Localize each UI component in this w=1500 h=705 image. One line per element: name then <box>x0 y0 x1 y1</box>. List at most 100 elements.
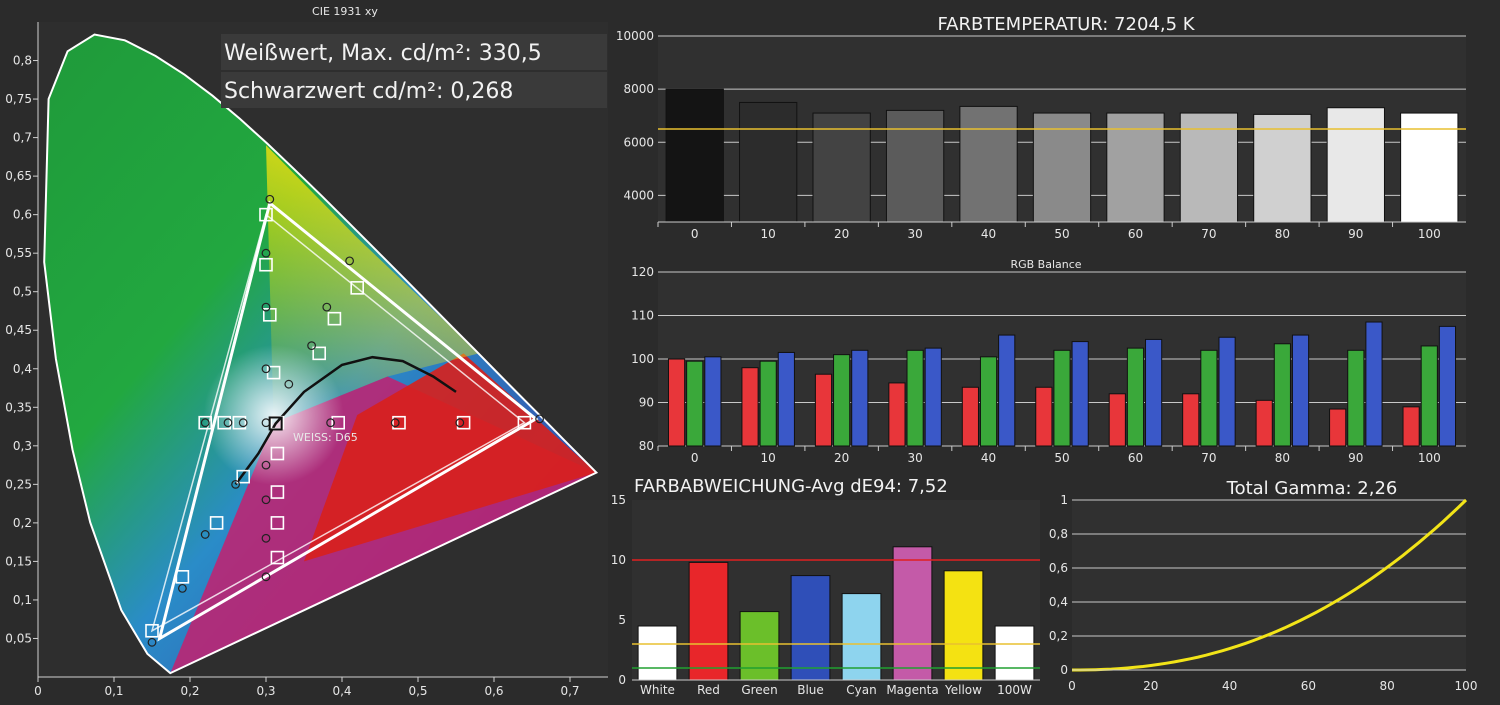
white-label-box <box>221 34 607 70</box>
rgb-x-tick-label: 40 <box>981 451 996 465</box>
cie-y-tick-label: 0,4 <box>13 362 32 376</box>
rgb-bar <box>906 349 924 447</box>
cie-axes: 0 0,1 0,2 0,3 0,4 0,5 0,6 0,7 0,05 0,1 0,15 0,2 0,25… <box>5 22 608 698</box>
cct-x-tick-label: 80 <box>1275 227 1290 241</box>
gamma-x-tick-label: 20 <box>1143 679 1158 693</box>
rgb-bar <box>1365 321 1383 447</box>
de-y-tick-label: 0 <box>618 673 626 687</box>
de-bar <box>994 625 1035 681</box>
target-point <box>198 415 212 430</box>
target-point <box>270 446 285 461</box>
rgb-x-tick-label: 100 <box>1418 451 1441 465</box>
measured-point <box>261 495 271 505</box>
cct-x-tick-label: 70 <box>1201 227 1216 241</box>
measured-point <box>261 460 271 470</box>
rgb-x-tick-label: 0 <box>691 451 699 465</box>
measured-point <box>261 572 271 582</box>
rgb-bar <box>1145 338 1163 447</box>
cct-bar <box>1400 112 1459 223</box>
measured-point <box>345 256 355 266</box>
cie-y-tick-label: 0,2 <box>13 516 32 530</box>
de-title: FARBABWEICHUNG-Avg dE94: 7,52 <box>634 476 948 497</box>
planckian-locus <box>234 355 457 486</box>
de-bar <box>892 546 933 681</box>
cie-x-tick-label: 0,5 <box>408 684 427 698</box>
target-point <box>270 516 285 530</box>
rgb-bar <box>686 360 704 447</box>
de-bar <box>790 575 831 681</box>
rgb-y-tick-label: 80 <box>639 439 654 453</box>
gamma-x-tick-label: 0 <box>1068 679 1076 693</box>
rgb-balance-chart: RGB Balance 80 90 100 110 120 0 10 20 30 40 50 60 70… <box>631 258 1466 465</box>
color-temperature-chart: FARBTEMPERATUR: 7204,5 K 400060008000100… <box>616 10 1466 241</box>
rgb-bar <box>1329 408 1347 447</box>
gamma-y-tick-label: 0,2 <box>1049 629 1068 643</box>
gamma-y-tick-label: 0,4 <box>1049 595 1068 609</box>
cie-spectral-locus <box>43 33 599 675</box>
target-point <box>312 346 327 361</box>
measured-point <box>261 533 271 543</box>
cct-y-tick-label: 8000 <box>623 82 654 96</box>
rgb-bar <box>667 358 686 447</box>
rgb-bar <box>1218 336 1236 447</box>
whitepoint-marker <box>268 416 283 431</box>
de-y-tick-label: 5 <box>618 613 626 627</box>
de-plot: 0 5 10 15 White Red Green Blue Cyan Magenta Yellow… <box>611 493 1040 697</box>
cie-x-tick-label: 0 <box>34 684 42 698</box>
de-y-tick-label: 10 <box>611 553 626 567</box>
measured-point <box>177 583 187 593</box>
rgb-bar <box>1255 399 1273 447</box>
measured-point <box>238 418 248 428</box>
gamma-x-tick-label: 100 <box>1455 679 1478 693</box>
measured-point <box>265 194 275 204</box>
rgb-bar <box>961 386 979 447</box>
cie-y-tick-label: 0,1 <box>13 593 32 607</box>
target-point <box>175 570 190 584</box>
target-point <box>327 311 342 326</box>
cie-locus-outline <box>43 33 599 675</box>
rgb-x-tick-label: 10 <box>761 451 776 465</box>
rgb-bar <box>777 351 795 447</box>
rgb-y-tick-label: 120 <box>631 265 654 279</box>
cct-bar <box>1326 107 1385 223</box>
gamma-plot: 0 0,2 0,4 0,6 0,8 1 0 20 40 60 80 100 <box>1049 493 1478 693</box>
gamma-y-tick-label: 1 <box>1060 493 1068 507</box>
rgb-bar <box>1200 349 1218 447</box>
rgb-x-tick-label: 20 <box>834 451 849 465</box>
cct-bar <box>739 101 798 223</box>
de-bar <box>688 561 729 681</box>
gamma-y-tick-label: 0,6 <box>1049 561 1068 575</box>
gamma-chart: Total Gamma: 2,26 0 0,2 0,4 0,6 0,8 1 0 20 40 60 8… <box>1049 478 1478 693</box>
cie-y-tick-label: 0,25 <box>5 477 32 491</box>
cie-x-tick-label: 0,2 <box>180 684 199 698</box>
cie-white-glow <box>203 345 344 485</box>
rgb-bar <box>833 354 851 447</box>
de-x-tick-label: Red <box>697 683 720 697</box>
cie-y-tick-label: 0,15 <box>5 554 32 568</box>
de-x-tick-label: Magenta <box>886 683 938 697</box>
cie-y-tick-label: 0,5 <box>13 285 32 299</box>
rgb-bar <box>924 347 942 447</box>
cct-x-tick-label: 50 <box>1054 227 1069 241</box>
rgb-bar <box>1438 325 1457 447</box>
measured-point <box>261 248 271 258</box>
cie-measurement-points <box>145 194 544 647</box>
de-x-tick-label: Cyan <box>846 683 876 697</box>
cie-y-tick-label: 0,35 <box>5 400 32 414</box>
cct-title: FARBTEMPERATUR: 7204,5 K <box>937 14 1195 35</box>
color-deviation-chart: FARBABWEICHUNG-Avg dE94: 7,52 0 5 10 15 Whit… <box>611 476 1040 697</box>
cie-y-tick-label: 0,75 <box>5 92 32 106</box>
gamma-panel <box>1072 500 1466 670</box>
target-point <box>331 415 346 430</box>
measured-point <box>231 479 241 489</box>
target-point <box>392 415 406 430</box>
rgb-y-tick-label: 110 <box>631 309 654 323</box>
cct-title-box <box>920 10 1270 36</box>
gamma-x-tick-label: 60 <box>1301 679 1316 693</box>
cct-x-tick-label: 20 <box>834 227 849 241</box>
cie-x-tick-label: 0,3 <box>256 684 275 698</box>
cie-chart: CIE 1931 xy 0 0,1 0,2 0,3 0,4 0,5 0,6 0,7 0,05 0,… <box>5 5 608 698</box>
measured-point <box>200 418 210 428</box>
gamma-title: Total Gamma: 2,26 <box>1226 478 1398 499</box>
